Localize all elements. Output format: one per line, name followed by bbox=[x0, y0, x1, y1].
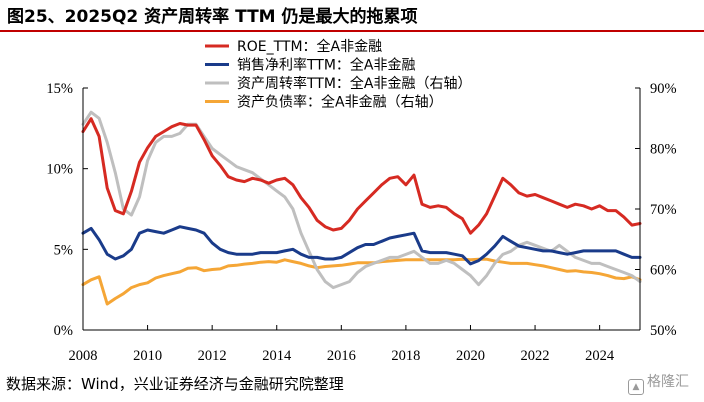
chart-title: 图25、2025Q2 资产周转率 TTM 仍是最大的拖累项 bbox=[7, 7, 418, 27]
x-tick-label: 2020 bbox=[456, 348, 485, 364]
y-right-tick-label: 50% bbox=[650, 323, 677, 339]
legend-label-3: 资产负债率：全A非金融（右轴） bbox=[237, 94, 443, 111]
series-line-2 bbox=[81, 110, 642, 290]
series-line-0 bbox=[81, 117, 642, 235]
y-right-tick-label: 90% bbox=[650, 81, 677, 97]
legend-label-0: ROE_TTM：全A非金融 bbox=[237, 38, 382, 55]
watermark-text: 格隆汇 bbox=[647, 374, 689, 390]
series-line-1 bbox=[81, 225, 642, 266]
y-right-tick-label: 60% bbox=[650, 263, 677, 279]
x-tick-label: 2016 bbox=[327, 348, 356, 364]
chart-area: ROE_TTM：全A非金融销售净利率TTM：全A非金融资产周转率TTM：全A非金… bbox=[46, 38, 676, 364]
y-left-tick-label: 10% bbox=[46, 162, 73, 178]
watermark: ▲ 格隆汇 bbox=[628, 371, 689, 395]
legend: ROE_TTM：全A非金融销售净利率TTM：全A非金融资产周转率TTM：全A非金… bbox=[205, 38, 472, 111]
y-right-tick-label: 70% bbox=[650, 202, 677, 218]
x-tick-label: 2024 bbox=[585, 348, 615, 364]
title-divider bbox=[0, 30, 704, 32]
y-left-tick-label: 5% bbox=[54, 242, 73, 258]
y-right-tick-label: 80% bbox=[650, 142, 677, 158]
x-tick-label: 2018 bbox=[391, 348, 420, 364]
x-tick-label: 2012 bbox=[198, 348, 227, 364]
x-tick-label: 2014 bbox=[262, 348, 292, 364]
axes-layer: 0% 5% 10% 15% 50% 60% 70% 80% 90% 2008 2010 2012 201… bbox=[46, 81, 676, 364]
logo-icon: ▲ bbox=[628, 379, 644, 395]
x-tick-label: 2010 bbox=[133, 348, 162, 364]
y-left-tick-label: 15% bbox=[46, 81, 73, 97]
legend-label-2: 资产周转率TTM：全A非金融（右轴） bbox=[237, 75, 472, 92]
legend-label-1: 销售净利率TTM：全A非金融 bbox=[237, 57, 416, 74]
series-layer bbox=[81, 110, 642, 306]
x-tick-label: 2008 bbox=[69, 348, 98, 364]
source-note: 数据来源：Wind，兴业证券经济与金融研究院整理 bbox=[6, 375, 344, 393]
y-left-tick-label: 0% bbox=[54, 323, 73, 339]
x-tick-label: 2022 bbox=[521, 348, 550, 364]
series-line-3 bbox=[81, 257, 642, 306]
